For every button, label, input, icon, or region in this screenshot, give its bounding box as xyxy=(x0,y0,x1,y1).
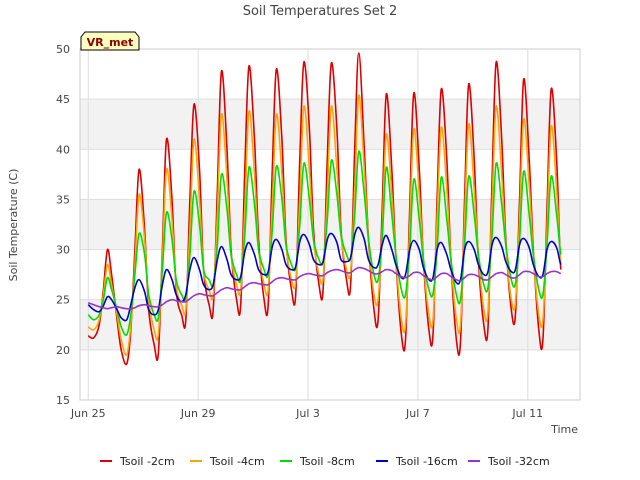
series-line-tsoil-16cm xyxy=(87,226,562,322)
legend-label: Tsoil -32cm xyxy=(487,455,550,468)
y-axis-ticks: 15 20 25 30 35 40 45 50 xyxy=(56,43,70,407)
legend-label: Tsoil -2cm xyxy=(119,455,175,468)
legend-label: Tsoil -16cm xyxy=(395,455,458,468)
x-tick-label: Jun 25 xyxy=(70,407,106,420)
y-tick-label: 30 xyxy=(56,244,70,257)
grid-band xyxy=(80,299,580,350)
legend-label: Tsoil -4cm xyxy=(209,455,265,468)
x-tick-label: Jul 3 xyxy=(295,407,320,420)
plot-frame xyxy=(79,48,581,401)
series-line-tsoil-32cm xyxy=(87,266,562,310)
x-tick-label: Jul 7 xyxy=(405,407,430,420)
y-tick-label: 15 xyxy=(56,394,70,407)
series-line-tsoil-4cm xyxy=(87,94,562,357)
legend: Tsoil -2cm Tsoil -4cm Tsoil -8cm Tsoil -16c… xyxy=(100,455,550,468)
station-badge: VR_met xyxy=(80,31,140,51)
series-lines xyxy=(87,52,562,366)
y-tick-label: 45 xyxy=(56,93,70,106)
x-axis-label: Time xyxy=(550,423,578,436)
y-tick-label: 25 xyxy=(56,294,70,307)
badge-label: VR_met xyxy=(87,36,134,49)
x-axis-ticks: Jun 25 Jun 29 Jul 3 Jul 7 Jul 11 xyxy=(70,407,543,420)
x-tick-label: Jul 11 xyxy=(511,407,543,420)
x-tick-label: Jun 29 xyxy=(180,407,216,420)
y-tick-label: 35 xyxy=(56,193,70,206)
legend-label: Tsoil -8cm xyxy=(299,455,355,468)
y-tick-label: 50 xyxy=(56,43,70,56)
y-axis-label: Soil Temperature (C) xyxy=(7,169,20,282)
chart-title: Soil Temperatures Set 2 xyxy=(243,4,398,19)
badge-shape xyxy=(80,31,140,51)
y-tick-label: 20 xyxy=(56,344,70,357)
series-line-tsoil-8cm xyxy=(87,150,562,337)
y-tick-label: 40 xyxy=(56,143,70,156)
